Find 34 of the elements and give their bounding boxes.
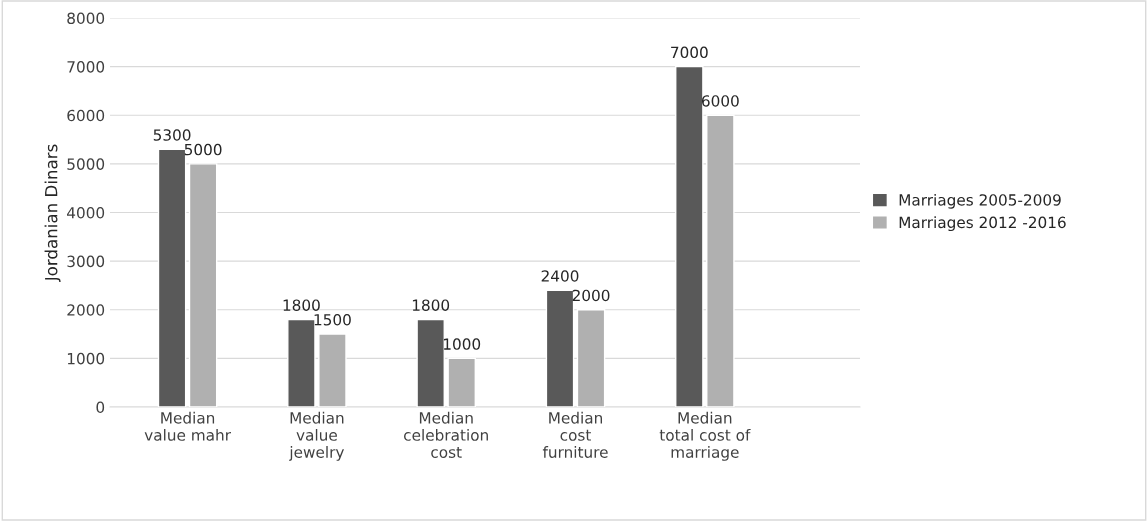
legend-label: Marriages 2012 -2016 bbox=[899, 216, 1066, 232]
data-label: 1500 bbox=[314, 313, 351, 326]
data-label: 6000 bbox=[701, 95, 739, 107]
y-tick-label: 4000 bbox=[67, 206, 105, 219]
bar bbox=[188, 163, 218, 407]
x-tick-label: Median celebration cost bbox=[404, 411, 488, 458]
x-tick-label: Median value mahr bbox=[144, 411, 231, 441]
y-axis-title: Jordanian Dinars bbox=[44, 144, 61, 283]
data-label: 1800 bbox=[412, 299, 450, 311]
bar bbox=[447, 357, 476, 407]
y-tick-label: 6000 bbox=[67, 109, 105, 122]
y-tick-label: 3000 bbox=[67, 255, 105, 268]
bar bbox=[576, 309, 606, 407]
bar bbox=[287, 318, 316, 407]
y-tick-label: 7000 bbox=[67, 61, 105, 73]
y-tick-label: 8000 bbox=[67, 12, 105, 25]
bar bbox=[675, 65, 704, 407]
data-label: 1000 bbox=[443, 338, 481, 350]
y-tick-label: 0 bbox=[96, 401, 105, 414]
x-tick-label: Median total cost of marriage bbox=[659, 411, 751, 461]
y-tick-label: 2000 bbox=[67, 304, 105, 316]
y-tick-label: 1000 bbox=[67, 352, 105, 365]
y-tick-label: 5000 bbox=[67, 158, 105, 170]
bar bbox=[416, 318, 445, 407]
x-tick-label: Median cost furniture bbox=[542, 411, 608, 458]
bar bbox=[706, 114, 735, 407]
data-label: 7000 bbox=[671, 46, 708, 59]
data-label: 1800 bbox=[283, 299, 320, 311]
data-label: 2400 bbox=[541, 270, 579, 282]
bar bbox=[318, 333, 347, 407]
x-tick-label: Median value jewelry bbox=[289, 411, 344, 461]
data-label: 5300 bbox=[153, 129, 191, 141]
legend-label: Marriages 2005-2009 bbox=[899, 193, 1061, 209]
data-label: 5000 bbox=[184, 143, 222, 156]
